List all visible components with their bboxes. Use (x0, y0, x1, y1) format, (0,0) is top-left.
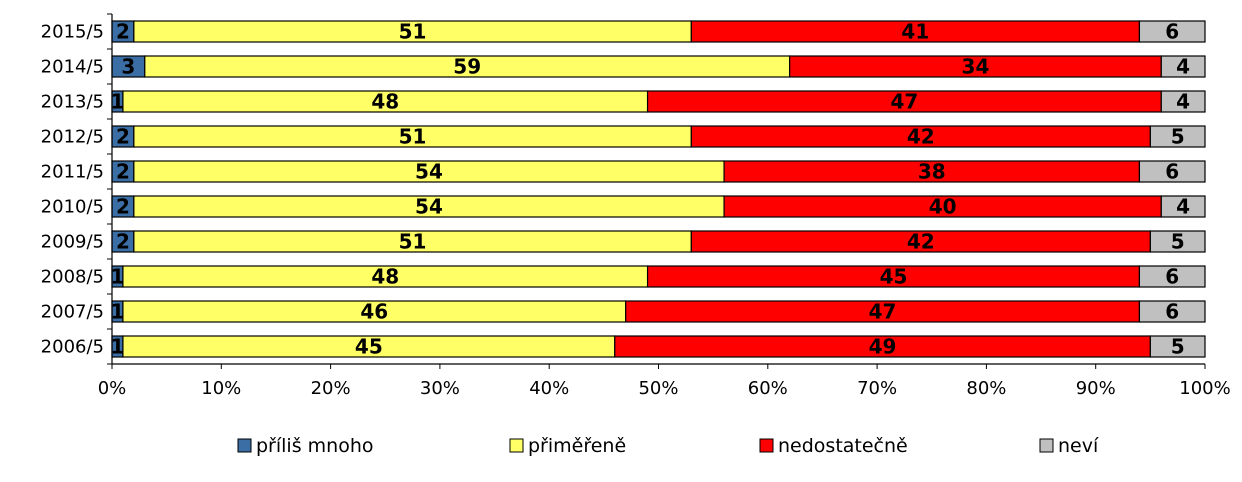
x-tick-label: 30% (420, 378, 460, 399)
data-label: 6 (1165, 20, 1179, 44)
data-label: 54 (415, 195, 443, 219)
bar-segment (1149, 335, 1206, 358)
bar-segment (1149, 125, 1206, 148)
data-label: 1 (111, 265, 125, 289)
y-tick-label: 2015/5 (41, 22, 104, 43)
x-tick-label: 60% (748, 378, 788, 399)
bar-segment (1138, 160, 1206, 183)
data-label: 2 (116, 230, 130, 254)
legend-label: neví (1058, 435, 1099, 457)
y-tick-label: 2006/5 (41, 337, 104, 358)
bar-segment (1149, 230, 1206, 253)
x-tick-label: 10% (201, 378, 241, 399)
data-label: 2 (116, 125, 130, 149)
data-label: 6 (1165, 300, 1179, 324)
y-tick-label: 2007/5 (41, 302, 104, 323)
legend-swatch (1039, 438, 1054, 453)
data-label: 5 (1171, 125, 1185, 149)
legend-label: přiměřeně (528, 435, 626, 457)
y-tick-label: 2014/5 (41, 57, 104, 78)
x-tick-label: 80% (966, 378, 1006, 399)
y-tick-label: 2012/5 (41, 127, 104, 148)
bars-layer: 2 51 41 63 59 34 41 48 47 42 51 42 52 54 38 62 54 40 42 51 4… (111, 20, 1206, 359)
data-label: 4 (1176, 195, 1190, 219)
data-label: 4 (1176, 55, 1190, 79)
data-label: 48 (371, 90, 399, 114)
y-tick-label: 2009/5 (41, 232, 104, 253)
x-tick-label: 20% (311, 378, 351, 399)
data-label: 45 (355, 335, 383, 359)
data-label: 42 (907, 125, 935, 149)
x-tick-label: 100% (1179, 378, 1230, 399)
data-label: 49 (869, 335, 897, 359)
y-tick-label: 2013/5 (41, 92, 104, 113)
legend-label: příliš mnoho (256, 435, 374, 457)
data-label: 3 (121, 55, 135, 79)
data-label: 41 (901, 20, 929, 44)
data-label: 38 (918, 160, 946, 184)
data-label: 5 (1171, 335, 1185, 359)
data-label: 2 (116, 20, 130, 44)
data-label: 34 (962, 55, 990, 79)
data-label: 46 (360, 300, 388, 324)
legend: příliš mnoho přiměřeně nedostatečně neví (237, 435, 1099, 457)
data-label: 51 (399, 125, 427, 149)
y-tick-label: 2008/5 (41, 267, 104, 288)
data-label: 59 (453, 55, 481, 79)
y-tick-label: 2011/5 (41, 162, 104, 183)
bar-segment (1160, 55, 1206, 78)
data-label: 1 (111, 335, 125, 359)
bar-segment (1160, 90, 1206, 113)
axes-layer: 2015/5 2014/5 2013/5 2012/5 2011/5 2010/5 2009… (41, 13, 1231, 399)
data-label: 4 (1176, 90, 1190, 114)
bar-segment (1160, 195, 1206, 218)
bar-segment (1138, 20, 1206, 43)
data-label: 45 (880, 265, 908, 289)
legend-swatch (509, 438, 524, 453)
bar-segment (1138, 300, 1206, 323)
x-tick-label: 40% (529, 378, 569, 399)
data-label: 51 (399, 230, 427, 254)
data-label: 48 (371, 265, 399, 289)
data-label: 40 (929, 195, 957, 219)
y-tick-label: 2010/5 (41, 197, 104, 218)
bar-segment (1138, 265, 1206, 288)
data-label: 51 (399, 20, 427, 44)
legend-label: nedostatečně (778, 435, 908, 457)
data-label: 47 (869, 300, 897, 324)
data-label: 6 (1165, 160, 1179, 184)
data-label: 42 (907, 230, 935, 254)
data-label: 54 (415, 160, 443, 184)
data-label: 1 (111, 90, 125, 114)
legend-swatch (759, 438, 774, 453)
x-tick-label: 0% (98, 378, 127, 399)
data-label: 6 (1165, 265, 1179, 289)
data-label: 47 (891, 90, 919, 114)
data-label: 5 (1171, 230, 1185, 254)
legend-swatch (237, 438, 252, 453)
data-label: 2 (116, 160, 130, 184)
x-tick-label: 70% (857, 378, 897, 399)
x-tick-label: 90% (1076, 378, 1116, 399)
data-label: 1 (111, 300, 125, 324)
data-label: 2 (116, 195, 130, 219)
x-tick-label: 50% (638, 378, 678, 399)
